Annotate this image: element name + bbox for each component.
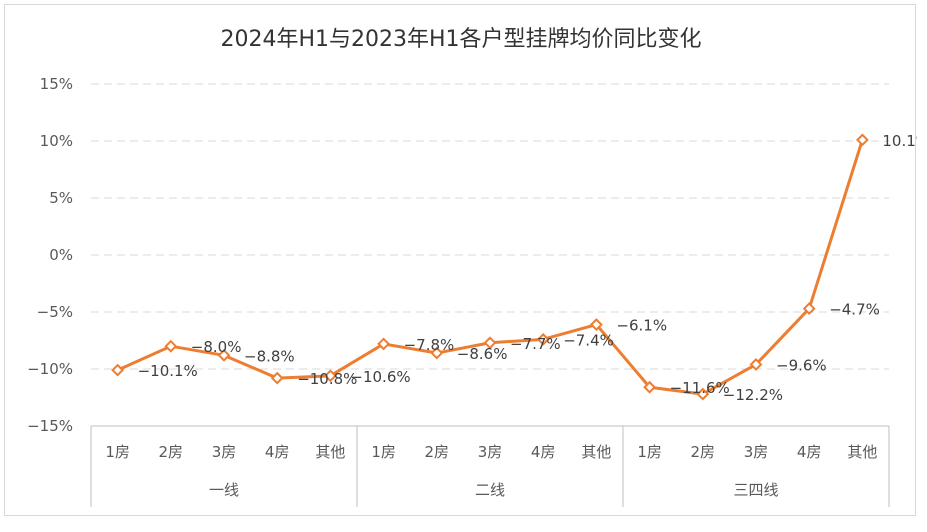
y-tick-label: 5% xyxy=(49,189,73,207)
x-category-label: 2房 xyxy=(691,443,716,461)
data-label: −10.1% xyxy=(138,362,198,380)
gridlines xyxy=(91,83,889,370)
x-category-label: 其他 xyxy=(581,443,611,461)
data-point xyxy=(483,336,497,350)
x-category-label: 3房 xyxy=(478,443,503,461)
data-label: −7.4% xyxy=(563,331,614,349)
x-group-label: 三四线 xyxy=(733,481,778,499)
chart-title: 2024年H1与2023年H1各户型挂牌均价同比变化 xyxy=(220,27,701,52)
data-label: −8.8% xyxy=(244,347,295,365)
data-label: −6.1% xyxy=(616,317,667,335)
y-tick-label: −15% xyxy=(27,417,73,435)
y-tick-label: −5% xyxy=(37,303,73,321)
line-chart: 2024年H1与2023年H1各户型挂牌均价同比变化 15% 10% 5% 0% −5%… xyxy=(27,27,917,507)
data-point xyxy=(323,369,337,383)
x-group-label: 二线 xyxy=(475,481,505,499)
x-category-label: 3房 xyxy=(212,443,237,461)
data-point xyxy=(164,339,178,353)
data-label: −7.7% xyxy=(510,335,561,353)
data-point xyxy=(696,387,710,401)
data-point xyxy=(802,302,816,315)
data-label: −11.6% xyxy=(670,379,730,397)
x-category-label: 1房 xyxy=(637,443,662,461)
data-labels: −10.1%−8.0%−8.8%−10.8%−10.6%−7.8%−8.6%−7… xyxy=(138,132,917,404)
data-label: −8.0% xyxy=(191,338,242,356)
x-category-label: 4房 xyxy=(531,443,556,461)
data-point xyxy=(377,337,391,351)
data-label: −10.6% xyxy=(350,368,410,386)
x-category-label: 1房 xyxy=(371,443,396,461)
series xyxy=(111,133,869,401)
x-category-label: 4房 xyxy=(797,443,822,461)
y-tick-label: 15% xyxy=(40,75,73,93)
data-point xyxy=(749,358,763,371)
data-point xyxy=(643,380,657,394)
data-point xyxy=(536,332,550,346)
data-point xyxy=(270,371,284,385)
data-label: −7.8% xyxy=(404,336,455,354)
data-label: −4.7% xyxy=(829,301,880,319)
data-point xyxy=(589,318,603,331)
y-tick-label: −10% xyxy=(27,360,73,378)
data-point xyxy=(430,346,444,360)
x-category-label: 其他 xyxy=(315,443,345,461)
data-point xyxy=(111,363,125,377)
y-axis: 15% 10% 5% 0% −5% −10% −15% xyxy=(27,75,73,435)
x-category-label: 2房 xyxy=(159,443,184,461)
x-category-label: 4房 xyxy=(265,443,290,461)
data-label: 10.1% xyxy=(882,132,917,150)
data-label: −9.6% xyxy=(776,356,827,374)
x-group-label: 一线 xyxy=(209,481,239,499)
y-tick-label: 10% xyxy=(40,132,73,150)
x-category-label: 3房 xyxy=(744,443,769,461)
data-point xyxy=(855,133,869,147)
x-category-label: 其他 xyxy=(847,443,877,461)
data-label: −8.6% xyxy=(457,345,508,363)
data-label: −12.2% xyxy=(723,386,783,404)
data-label: −10.8% xyxy=(297,370,357,388)
x-category-label: 2房 xyxy=(425,443,450,461)
data-point xyxy=(217,348,231,362)
chart-frame: 2024年H1与2023年H1各户型挂牌均价同比变化 15% 10% 5% 0% −5%… xyxy=(4,4,917,516)
x-category-label: 1房 xyxy=(105,443,130,461)
y-tick-label: 0% xyxy=(49,246,73,264)
